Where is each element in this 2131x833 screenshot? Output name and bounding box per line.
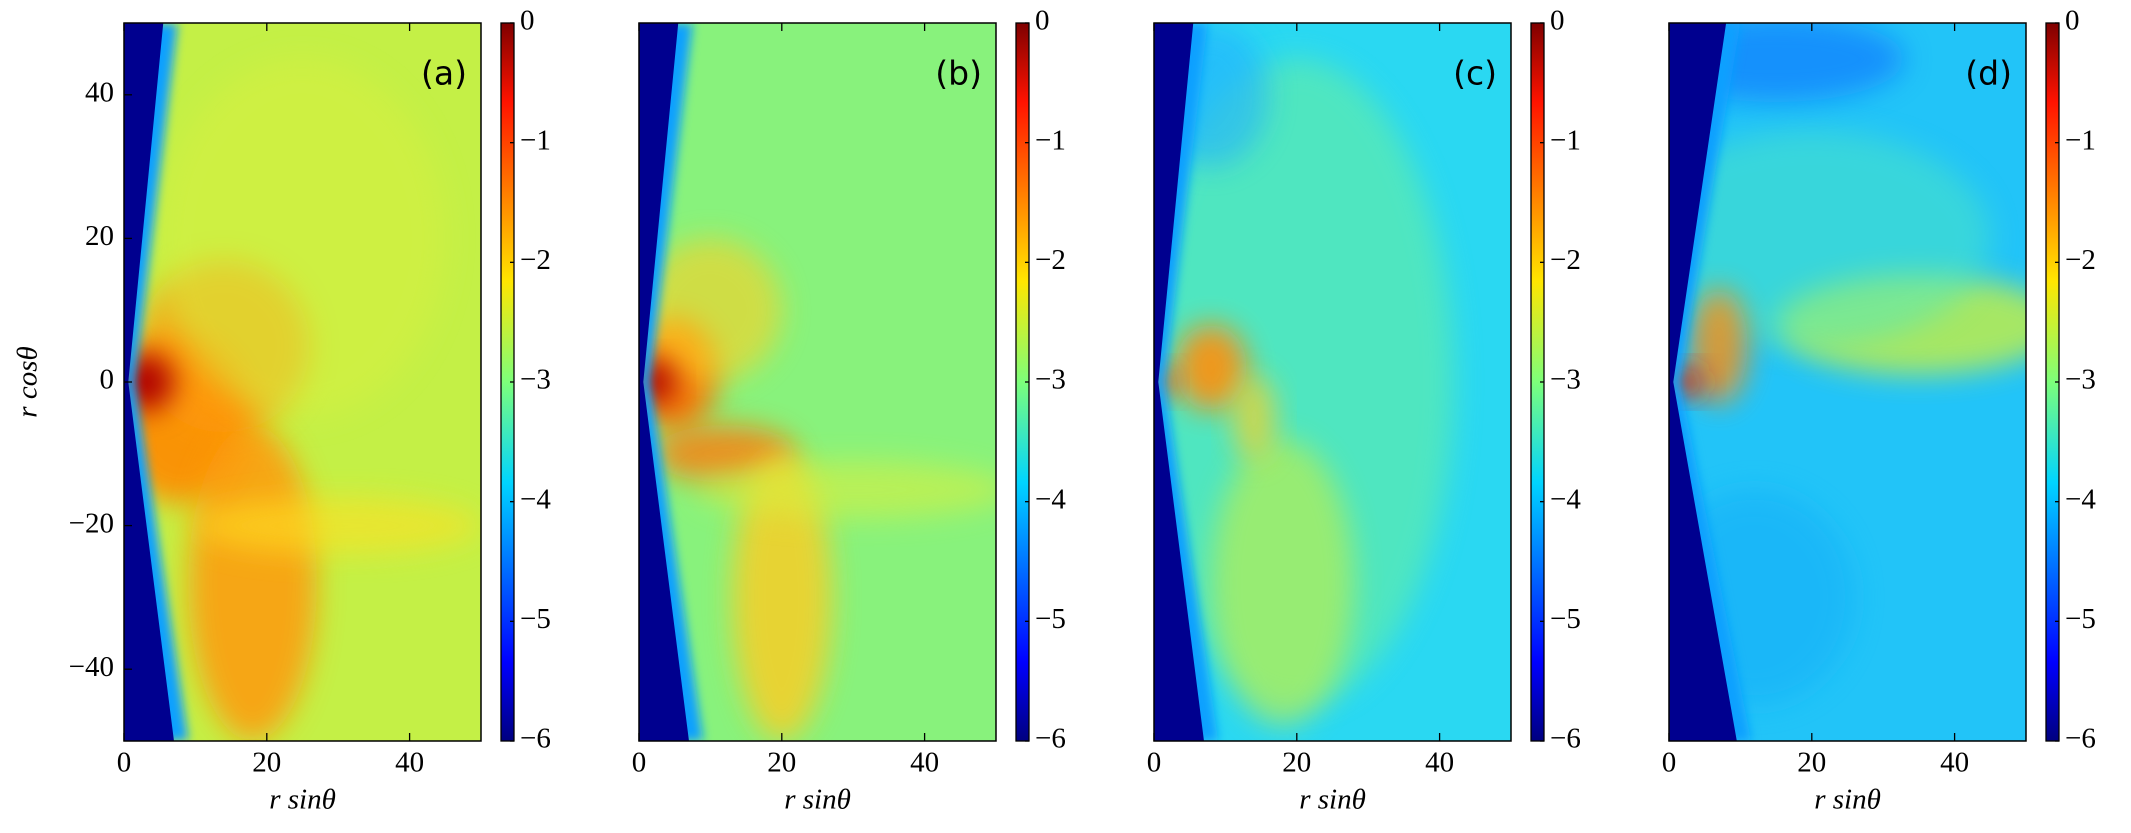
heatmap-region xyxy=(159,58,446,418)
colorbar-tick-label: −5 xyxy=(520,603,551,635)
y-tick-label: 0 xyxy=(100,364,115,396)
heatmap-edge xyxy=(1154,23,1204,741)
colorbar-tick-label: 0 xyxy=(1550,5,1565,37)
colorbar-tick-label: −6 xyxy=(520,723,551,755)
colorbar-tick-label: −2 xyxy=(1035,244,1066,276)
x-tick-label: 0 xyxy=(117,747,132,779)
colorbar-tick-label: 0 xyxy=(1035,5,1050,37)
x-tick-label: 40 xyxy=(1425,747,1454,779)
colorbar-tick-label: −4 xyxy=(1035,483,1066,515)
colorbar-tick-label: −3 xyxy=(520,364,551,396)
axes-frame xyxy=(638,22,997,742)
axes-frame xyxy=(1668,22,2027,742)
colorbar-tick-label: −4 xyxy=(2065,483,2096,515)
colorbar-tick-label: 0 xyxy=(520,5,535,37)
heatmap xyxy=(639,23,996,741)
heatmap xyxy=(1669,23,2026,741)
axes-frame xyxy=(1153,22,1512,742)
panel-label: (c) xyxy=(1453,54,1497,93)
y-axis-label: r cosθ xyxy=(12,346,44,417)
heatmap xyxy=(1154,23,1511,741)
x-axis-label: r sinθ xyxy=(1814,784,1881,816)
x-tick-label: 20 xyxy=(767,747,796,779)
colorbar-tick-label: −6 xyxy=(1550,723,1581,755)
heatmap-region xyxy=(696,460,996,519)
heatmap-edge xyxy=(1669,23,1737,741)
colorbar-tick-label: −1 xyxy=(1550,124,1581,156)
x-tick-label: 40 xyxy=(395,747,424,779)
heatmap-region xyxy=(1232,374,1276,461)
colorbar-tick-label: −6 xyxy=(1035,723,1066,755)
y-tick-label: 40 xyxy=(85,76,114,108)
x-tick-label: 0 xyxy=(1147,747,1162,779)
heatmap-region xyxy=(1211,439,1354,727)
x-axis-label: r sinθ xyxy=(1299,784,1366,816)
x-axis-label: r sinθ xyxy=(269,784,336,816)
heatmap-region xyxy=(1690,288,1748,404)
colorbar-tick-label: −2 xyxy=(520,244,551,276)
colorbar-tick-label: −5 xyxy=(1035,603,1066,635)
x-tick-label: 0 xyxy=(1662,747,1677,779)
colorbar-tick-label: −6 xyxy=(2065,723,2096,755)
colorbar-tick-label: −2 xyxy=(2065,244,2096,276)
colorbar-tick-label: −1 xyxy=(2065,124,2096,156)
colorbar-tick-label: −3 xyxy=(2065,364,2096,396)
panel-label: (b) xyxy=(935,54,982,93)
x-tick-label: 20 xyxy=(1282,747,1311,779)
colorbar-tick-label: −2 xyxy=(1550,244,1581,276)
x-tick-label: 20 xyxy=(1797,747,1826,779)
heatmap-region xyxy=(731,453,832,741)
colorbar-tick-label: −4 xyxy=(520,483,551,515)
x-tick-label: 40 xyxy=(1940,747,1969,779)
heatmap-region xyxy=(1175,324,1247,411)
colorbar-tick-label: −1 xyxy=(1035,124,1066,156)
colorbar-tick-label: −5 xyxy=(1550,603,1581,635)
heatmap-region xyxy=(188,425,317,741)
panel-label: (a) xyxy=(421,54,467,93)
colorbar-tick-label: −3 xyxy=(1550,364,1581,396)
heatmap-region xyxy=(639,238,782,382)
colorbar-tick-label: −4 xyxy=(1550,483,1581,515)
x-axis-label: r sinθ xyxy=(784,784,851,816)
colorbar-tick-label: −5 xyxy=(2065,603,2096,635)
colorbar-tick-label: −1 xyxy=(520,124,551,156)
x-tick-label: 40 xyxy=(910,747,939,779)
colorbar-tick-label: −3 xyxy=(1035,364,1066,396)
heatmap-region xyxy=(1669,130,1991,347)
heatmap xyxy=(124,23,481,741)
y-tick-label: 20 xyxy=(85,220,114,252)
y-tick-label: −20 xyxy=(69,507,114,539)
panel-label: (d) xyxy=(1965,54,2012,93)
x-tick-label: 0 xyxy=(632,747,647,779)
y-tick-label: −40 xyxy=(69,651,114,683)
heatmap-edge xyxy=(124,23,174,741)
x-tick-label: 20 xyxy=(252,747,281,779)
colorbar-tick-label: 0 xyxy=(2065,5,2080,37)
heatmap-edge xyxy=(639,23,689,741)
heatmap-region xyxy=(195,496,481,555)
